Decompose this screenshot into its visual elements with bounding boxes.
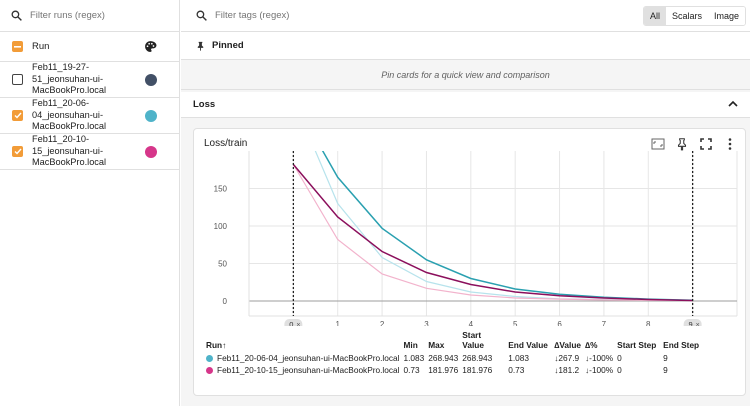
run-name: Feb11_20-10- 15_jeonsuhan-ui- MacBookPro… [32,134,107,168]
x-tick-label: 2 [380,320,385,326]
runs-sidebar: Filter runs (regex) Run Feb11_19-27- 51_… [0,0,180,406]
range-marker-chip [284,319,303,326]
stats-cell: 0 [617,365,622,375]
stats-cell: ↓267.9 [554,353,580,363]
loss-group-title: Loss [193,99,216,110]
loss-group-header[interactable]: Loss [181,92,750,118]
run-row[interactable]: Feb11_20-10- 15_jeonsuhan-ui- MacBookPro… [0,134,179,170]
tags-filter-input[interactable]: Filter tags (regex) [215,10,290,21]
x-tick-label: 5 [513,320,518,326]
series-line [292,164,693,302]
y-tick-label: 150 [214,185,228,194]
stats-header-cell: End Value [508,340,548,350]
pinned-title: Pinned [212,40,244,51]
scalar-card: Loss/train 0 50 100 150 1 2 3 4 5 6 7 8 0 × 9 × Run↑ Min… [193,128,746,396]
stats-cell: 268.943 [428,353,459,363]
pinned-hint: Pin cards for a quick view and compariso… [181,60,750,90]
palette-icon[interactable] [144,40,157,53]
stats-cell: 0.73 [403,365,420,375]
run-name: Feb11_19-27- 51_jeonsuhan-ui- MacBookPro… [32,62,107,96]
more-vert-icon[interactable] [723,137,737,151]
stats-cell: 0 [617,353,622,363]
runs-filter[interactable]: Filter runs (regex) [0,0,179,32]
plugin-filter-tabs: All Scalars Image [642,6,746,26]
run-checkbox[interactable] [12,110,23,121]
range-marker-label: 9 [689,320,693,326]
stats-header-cell: Min [403,340,418,350]
stats-header-cell: ∆% [585,340,598,350]
y-tick-label: 0 [223,297,228,306]
stats-row: Feb11_20-06-04_jeonsuhan-ui-MacBookPro.l… [206,352,709,364]
stats-cell: 268.943 [462,353,493,363]
range-marker-label: 0 [289,320,293,326]
main-panel: Filter tags (regex) All Scalars Image Pi… [181,0,750,406]
run-row[interactable]: Feb11_19-27- 51_jeonsuhan-ui- MacBookPro… [0,62,179,98]
search-icon [11,10,22,21]
run-checkbox[interactable] [12,146,23,157]
stats-header-cell: End Step [663,340,700,350]
close-icon: × [296,322,300,326]
close-icon: × [696,322,700,326]
pin-card-icon[interactable] [675,137,689,151]
stats-cell: 9 [663,353,668,363]
card-title: Loss/train [204,138,248,149]
stats-table: Run↑ Min Max Start Value End Value ∆Value ∆% St… [206,330,709,376]
chevron-up-icon[interactable] [728,100,738,107]
stats-cell: 9 [663,365,668,375]
stats-cell: 1.083 [403,353,425,363]
x-tick-label: 3 [424,320,429,326]
stats-cell: ↓181.2 [554,365,580,375]
pinned-section-header: Pinned [181,32,750,60]
run-color-swatch[interactable] [145,73,157,86]
run-row[interactable]: Feb11_20-06- 04_jeonsuhan-ui- MacBookPro… [0,98,179,134]
range-marker-chip [683,319,702,326]
run-color-swatch[interactable] [145,145,157,158]
x-tick-label: 4 [469,320,474,326]
y-tick-label: 50 [218,260,227,269]
stats-cell: 1.083 [508,353,530,363]
stats-header-cell[interactable]: Run↑ [206,340,227,350]
stats-header-row: Run↑ Min Max Start Value End Value ∆Value ∆% St… [206,330,709,352]
y-tick-label: 100 [214,222,228,231]
stats-cell: 181.976 [428,365,459,375]
fullscreen-icon[interactable] [699,137,713,151]
tab-image[interactable]: Image [707,7,745,25]
stats-cell: ↓-100% [585,353,614,363]
search-icon [196,10,207,21]
stats-cell: 0.73 [508,365,525,375]
stats-cell: ↓-100% [585,365,614,375]
run-color-swatch[interactable] [145,109,157,122]
stats-run-name: Feb11_20-10-15_jeonsuhan-ui-MacBookPro.l… [206,364,404,376]
stats-header-cell: Start Value [462,330,484,350]
pin-icon [197,41,204,51]
tab-scalars[interactable]: Scalars [665,7,708,25]
stats-run-name: Feb11_20-06-04_jeonsuhan-ui-MacBookPro.l… [206,352,404,364]
select-all-checkbox[interactable] [12,41,23,52]
run-color-dot [206,355,213,362]
run-header-row: Run [0,32,179,62]
x-tick-label: 7 [602,320,607,326]
fit-domain-icon[interactable] [651,137,665,151]
x-tick-label: 8 [646,320,651,326]
stats-header-cell: Max [428,340,445,350]
card-toolbar [651,137,737,151]
stats-header-cell: ∆Value [554,340,582,350]
stats-row: Feb11_20-10-15_jeonsuhan-ui-MacBookPro.l… [206,364,709,376]
x-tick-label: 1 [336,320,341,326]
tags-filter-bar: Filter tags (regex) All Scalars Image [181,0,750,32]
runs-filter-placeholder[interactable]: Filter runs (regex) [30,10,105,21]
run-color-dot [206,367,213,374]
stats-header-cell: Start Step [617,340,657,350]
x-tick-label: 6 [557,320,562,326]
tab-all[interactable]: All [643,7,666,25]
run-checkbox[interactable] [12,74,23,85]
stats-cell: 181.976 [462,365,493,375]
series-line [292,164,693,302]
run-column-label: Run [32,41,50,52]
run-name: Feb11_20-06- 04_jeonsuhan-ui- MacBookPro… [32,98,107,132]
